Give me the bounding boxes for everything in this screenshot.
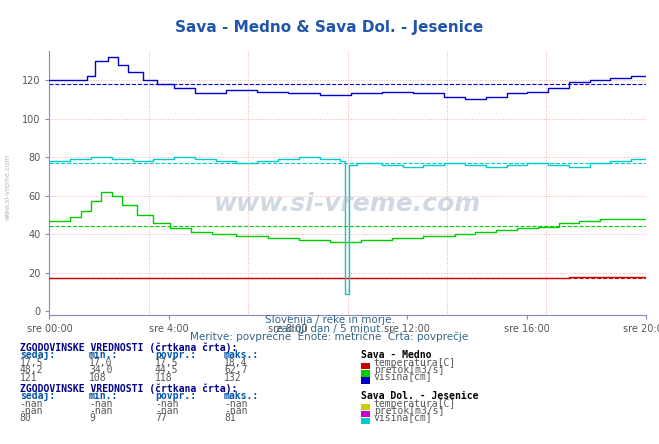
Text: 9: 9 [89,413,95,424]
Text: 34,0: 34,0 [89,365,113,376]
Text: min.:: min.: [89,350,119,361]
Text: višina[cm]: višina[cm] [374,413,432,424]
Text: 17,5: 17,5 [155,358,179,368]
Text: maks.:: maks.: [224,350,259,361]
Text: zadnji dan / 5 minut.: zadnji dan / 5 minut. [275,324,384,334]
Text: 17,5: 17,5 [20,358,43,368]
Text: 18,4: 18,4 [224,358,248,368]
Text: 48,2: 48,2 [20,365,43,376]
Text: Slovenija / reke in morje.: Slovenija / reke in morje. [264,315,395,325]
Text: 81: 81 [224,413,236,424]
Text: 108: 108 [89,373,107,383]
Text: Sava - Medno: Sava - Medno [361,350,432,361]
Text: -nan: -nan [224,399,248,409]
Text: 132: 132 [224,373,242,383]
Text: 77: 77 [155,413,167,424]
Text: min.:: min.: [89,391,119,401]
Text: -nan: -nan [20,399,43,409]
Text: -nan: -nan [155,406,179,416]
Text: www.si-vreme.com: www.si-vreme.com [214,192,481,216]
Text: 44,5: 44,5 [155,365,179,376]
Text: -nan: -nan [155,399,179,409]
Text: -nan: -nan [89,406,113,416]
Text: 80: 80 [20,413,32,424]
Text: pretok[m3/s]: pretok[m3/s] [374,365,444,376]
Text: ZGODOVINSKE VREDNOSTI (črtkana črta):: ZGODOVINSKE VREDNOSTI (črtkana črta): [20,383,237,394]
Text: sedaj:: sedaj: [20,349,55,361]
Text: Meritve: povprečne  Enote: metrične  Črta: povprečje: Meritve: povprečne Enote: metrične Črta:… [190,330,469,342]
Text: Sava Dol. - Jesenice: Sava Dol. - Jesenice [361,391,478,401]
Text: Sava - Medno & Sava Dol. - Jesenice: Sava - Medno & Sava Dol. - Jesenice [175,20,484,35]
Text: -nan: -nan [89,399,113,409]
Text: temperatura[C]: temperatura[C] [374,399,456,409]
Text: -nan: -nan [20,406,43,416]
Text: pretok[m3/s]: pretok[m3/s] [374,406,444,416]
Text: 118: 118 [155,373,173,383]
Text: povpr.:: povpr.: [155,391,196,401]
Text: 62,7: 62,7 [224,365,248,376]
Text: -nan: -nan [224,406,248,416]
Text: www.si-vreme.com: www.si-vreme.com [5,154,11,219]
Text: povpr.:: povpr.: [155,350,196,361]
Text: 17,0: 17,0 [89,358,113,368]
Text: višina[cm]: višina[cm] [374,372,432,383]
Text: temperatura[C]: temperatura[C] [374,358,456,368]
Text: sedaj:: sedaj: [20,390,55,401]
Text: 121: 121 [20,373,38,383]
Text: ZGODOVINSKE VREDNOSTI (črtkana črta):: ZGODOVINSKE VREDNOSTI (črtkana črta): [20,342,237,353]
Text: maks.:: maks.: [224,391,259,401]
